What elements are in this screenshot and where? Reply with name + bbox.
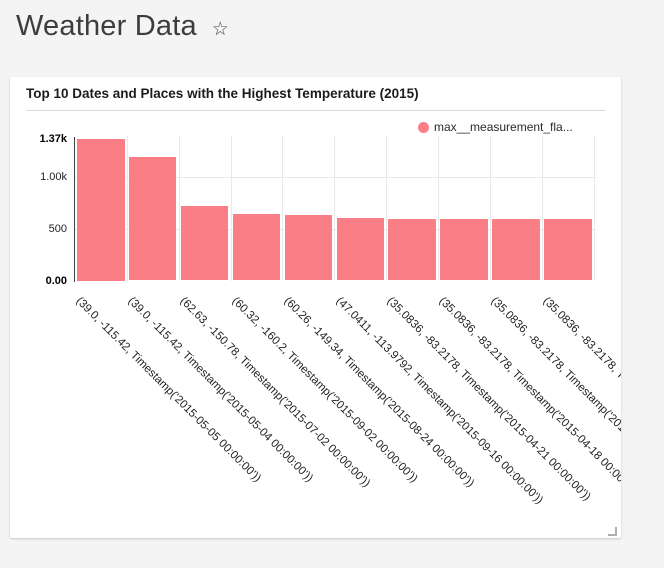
x-axis-category-label: (35.0836, -83.2178, Timestamp('2015-04-2… (384, 295, 594, 504)
bar[interactable] (492, 218, 540, 281)
chart-card: Top 10 Dates and Places with the Highest… (10, 77, 621, 538)
chart-title: Top 10 Dates and Places with the Highest… (26, 86, 419, 101)
x-axis-category-label: (35.0836, -83.2178, Tim (540, 295, 621, 390)
x-axis-category-label: (39.0, -115.42, Timestamp('2015-05-04 00… (125, 295, 315, 485)
vertical-gridline (541, 136, 543, 281)
vertical-gridline (386, 136, 388, 281)
vertical-gridline (126, 136, 128, 281)
legend-item[interactable]: max__measurement_fla... (418, 120, 573, 134)
y-axis-tick-label: 0.00 (45, 274, 67, 287)
vertical-gridline (178, 136, 180, 281)
bar-chart-plot-area: 1.37k 1.00k 500 0.00 (39.0, -115.42, Timesta… (10, 77, 621, 538)
bar[interactable] (180, 205, 229, 281)
bar[interactable] (232, 214, 281, 281)
bar[interactable] (544, 218, 592, 281)
bar[interactable] (440, 218, 488, 281)
vertical-gridline (334, 136, 336, 281)
legend-label: max__measurement_fla... (434, 120, 573, 134)
bar[interactable] (284, 214, 333, 281)
bar[interactable] (388, 218, 436, 281)
x-axis-category-label: (60.26, -149.34, Timestamp('2015-08-24 0… (281, 295, 476, 490)
vertical-gridline (282, 136, 284, 281)
y-axis-tick-label: 1.37k (39, 132, 67, 145)
legend-dot-icon (418, 121, 429, 133)
bar[interactable] (77, 138, 125, 281)
favorite-star-icon[interactable]: ☆ (211, 19, 229, 40)
resize-handle-icon[interactable] (608, 527, 617, 536)
bar[interactable] (336, 218, 384, 281)
page-title: Weather Data (16, 10, 197, 42)
bar[interactable] (128, 157, 177, 281)
vertical-gridline (593, 136, 595, 281)
x-axis-category-label: (60.32, -160.2, Timestamp('2015-09-02 00… (229, 295, 420, 486)
title-divider (26, 110, 605, 111)
vertical-gridline (438, 136, 440, 281)
y-axis-tick-label: 500 (48, 222, 67, 235)
vertical-gridline (490, 136, 491, 281)
page-header: Weather Data ☆ (16, 10, 229, 43)
y-axis-line (73, 137, 75, 282)
y-axis-tick-label: 1.00k (40, 170, 67, 183)
x-axis-category-label: (39.0, -115.42, Timestamp('2015-05-05 00… (73, 295, 264, 485)
x-axis-category-label: (62.63, -150.78, Timestamp('2015-07-02 0… (177, 295, 372, 490)
vertical-gridline (230, 136, 232, 281)
